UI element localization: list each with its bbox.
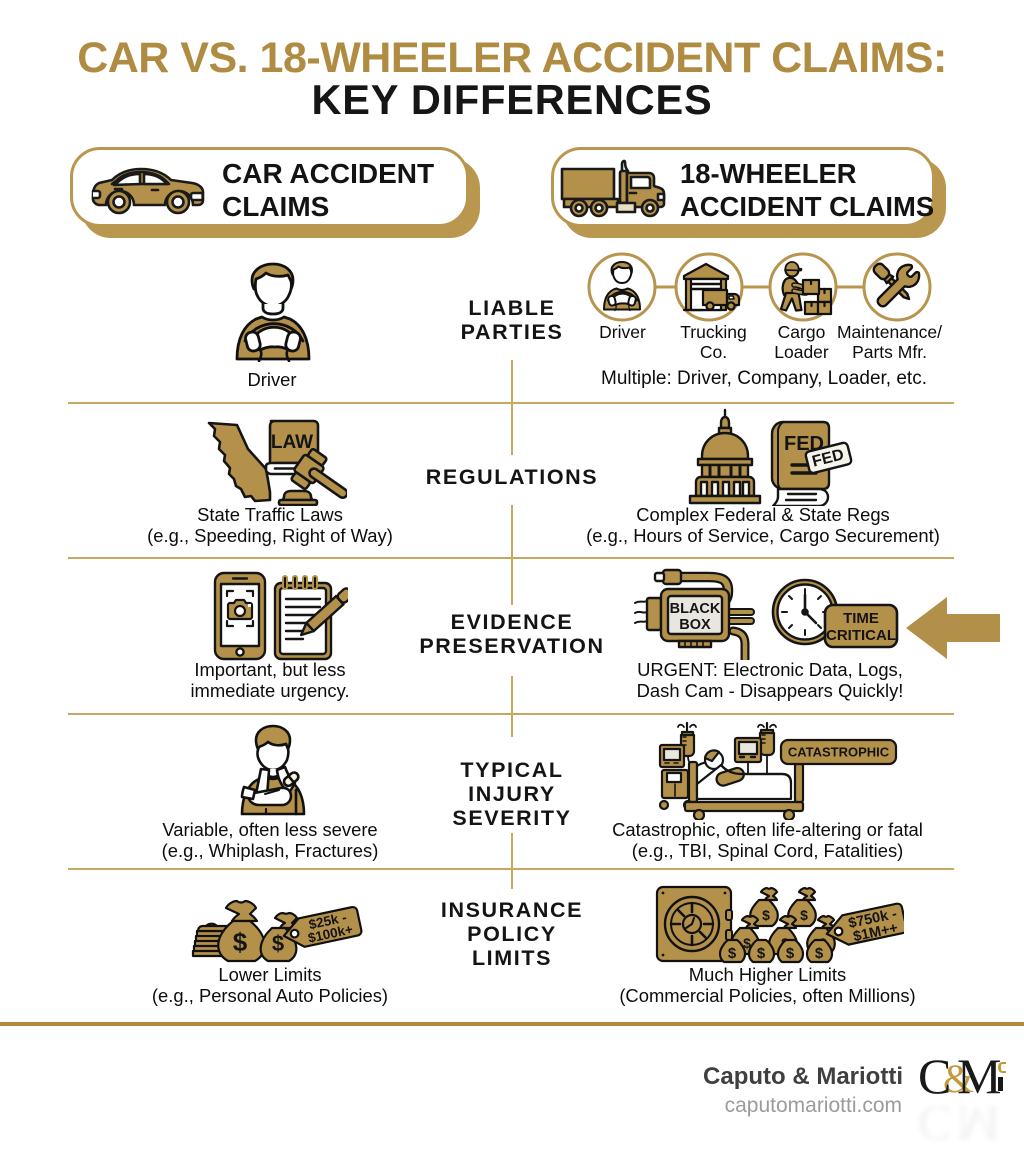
svg-text:$: $ xyxy=(728,945,737,962)
svg-text:$: $ xyxy=(786,945,795,962)
svg-text:$: $ xyxy=(800,907,808,923)
svg-text:$: $ xyxy=(757,945,766,962)
svg-text:$: $ xyxy=(743,935,751,951)
svg-text:$: $ xyxy=(272,931,284,956)
svg-text:$: $ xyxy=(233,927,248,957)
svg-text:LAW: LAW xyxy=(271,432,313,453)
svg-text:BLACK: BLACK xyxy=(670,601,721,617)
svg-text:CRITICAL: CRITICAL xyxy=(826,627,896,644)
svg-text:TIME: TIME xyxy=(843,610,879,627)
svg-text:BOX: BOX xyxy=(679,617,711,633)
svg-text:$: $ xyxy=(815,945,824,962)
svg-text:CATASTROPHIC: CATASTROPHIC xyxy=(788,745,890,760)
svg-text:$: $ xyxy=(762,907,770,923)
